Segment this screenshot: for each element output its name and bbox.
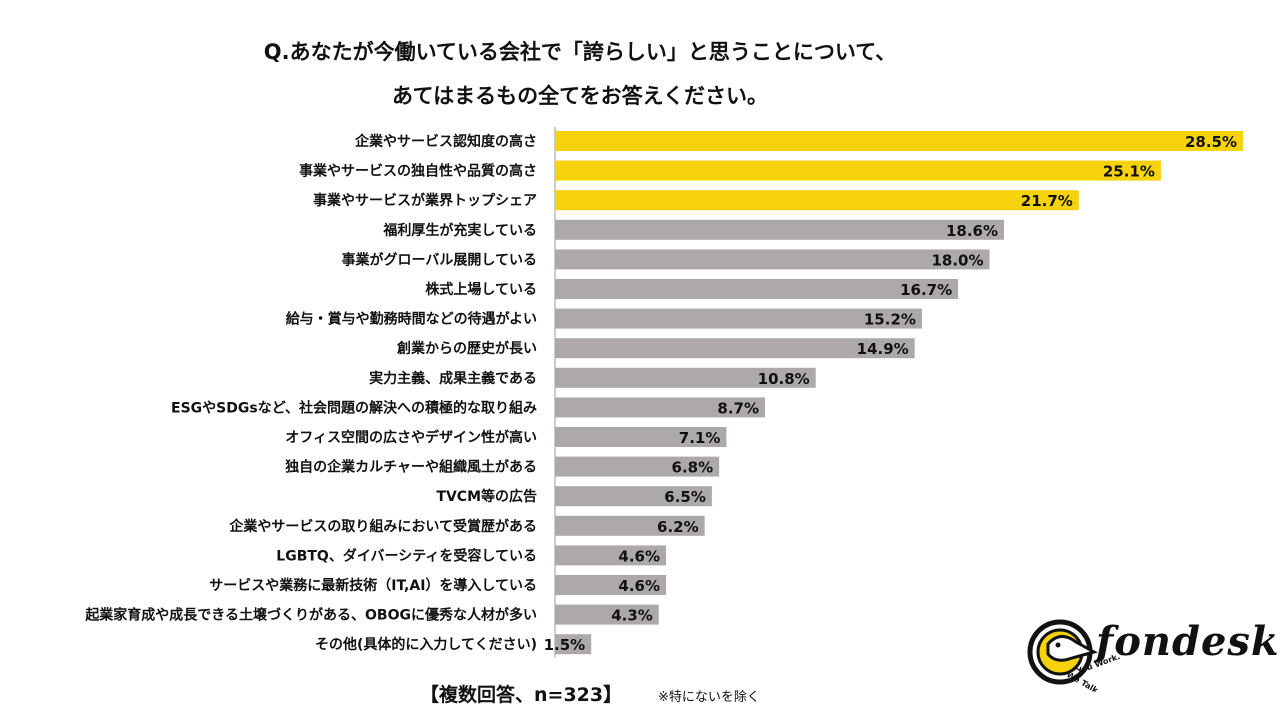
bar bbox=[555, 427, 727, 447]
bar bbox=[555, 190, 1079, 211]
category-label: 独自の企業カルチャーや組織風土がある bbox=[285, 459, 537, 476]
bar bbox=[555, 397, 766, 418]
value-label: 16.7% bbox=[900, 281, 952, 299]
value-label: 28.5% bbox=[1185, 133, 1237, 151]
bar bbox=[555, 515, 705, 536]
bar bbox=[555, 604, 659, 625]
value-label: 10.8% bbox=[758, 370, 810, 388]
value-label: 4.6% bbox=[618, 577, 660, 595]
fondesk-logo: We Talk. You Work. bbox=[1027, 619, 1121, 692]
bar bbox=[555, 131, 1243, 151]
category-label: その他(具体的に入力してください) bbox=[315, 636, 537, 653]
value-label: 25.1% bbox=[1103, 163, 1155, 181]
category-label: 事業やサービスが業界トップシェア bbox=[313, 192, 537, 209]
category-label: 企業やサービスの取り組みにおいて受賞歴がある bbox=[228, 518, 537, 535]
category-label: 企業やサービス認知度の高さ bbox=[354, 133, 537, 150]
category-label: TVCM等の広告 bbox=[436, 488, 537, 505]
value-label: 4.3% bbox=[611, 607, 653, 625]
category-label: オフィス空間の広さやデザイン性が高い bbox=[285, 429, 537, 446]
value-label: 18.0% bbox=[931, 251, 983, 269]
bar bbox=[555, 486, 712, 507]
bar bbox=[555, 219, 1005, 240]
value-label: 1.5% bbox=[544, 636, 586, 654]
bar bbox=[555, 575, 667, 595]
pelican-icon bbox=[1027, 619, 1098, 685]
value-label: 15.2% bbox=[864, 311, 916, 329]
bar bbox=[555, 308, 922, 329]
logo-wordmark: fondesk bbox=[1096, 618, 1280, 665]
category-label: 株式上場している bbox=[425, 281, 537, 298]
bar bbox=[555, 456, 720, 477]
chart-title-line2: あてはまるもの全てをお答えください。 bbox=[391, 84, 769, 108]
value-label: 6.5% bbox=[664, 488, 706, 506]
category-label: 起業家育成や成長できる土壌づくりがある、OBOGに優秀な人材が多い bbox=[84, 607, 537, 624]
category-label: ESGやSDGsなど、社会問題の解決への積極的な取り組み bbox=[171, 399, 537, 416]
footer-sample-info: 【複数回答、n=323】 bbox=[420, 684, 623, 706]
category-label: サービスや業務に最新技術（IT,AI）を導入している bbox=[209, 577, 537, 594]
bar bbox=[555, 634, 592, 655]
category-label: 事業がグローバル展開している bbox=[342, 251, 537, 268]
bar bbox=[555, 367, 816, 388]
bar bbox=[555, 279, 959, 299]
value-label: 6.8% bbox=[672, 459, 714, 477]
category-label: 創業からの歴史が長い bbox=[396, 340, 537, 357]
value-label: 18.6% bbox=[946, 222, 998, 240]
value-label: 4.6% bbox=[618, 547, 660, 565]
category-label: 給与・賞与や勤務時間などの待遇がよい bbox=[286, 311, 537, 328]
chart-title-line1: Q.あなたが今働いている会社で「誇らしい」と思うことについて、 bbox=[263, 40, 897, 64]
bar bbox=[555, 249, 990, 270]
category-label: 福利厚生が充実している bbox=[382, 222, 537, 239]
value-label: 6.2% bbox=[657, 518, 699, 536]
value-label: 7.1% bbox=[679, 429, 721, 447]
footer-note: ※特にないを除く bbox=[658, 690, 760, 705]
value-label: 21.7% bbox=[1021, 192, 1073, 210]
category-label: 実力主義、成果主義である bbox=[369, 370, 537, 387]
category-label: LGBTQ、ダイバーシティを受容している bbox=[276, 547, 537, 564]
bar bbox=[555, 338, 915, 359]
bar bbox=[555, 160, 1161, 181]
bar bbox=[555, 545, 667, 566]
value-label: 8.7% bbox=[717, 399, 759, 417]
category-label: 事業やサービスの独自性や品質の高さ bbox=[299, 163, 537, 180]
value-label: 14.9% bbox=[857, 340, 909, 358]
